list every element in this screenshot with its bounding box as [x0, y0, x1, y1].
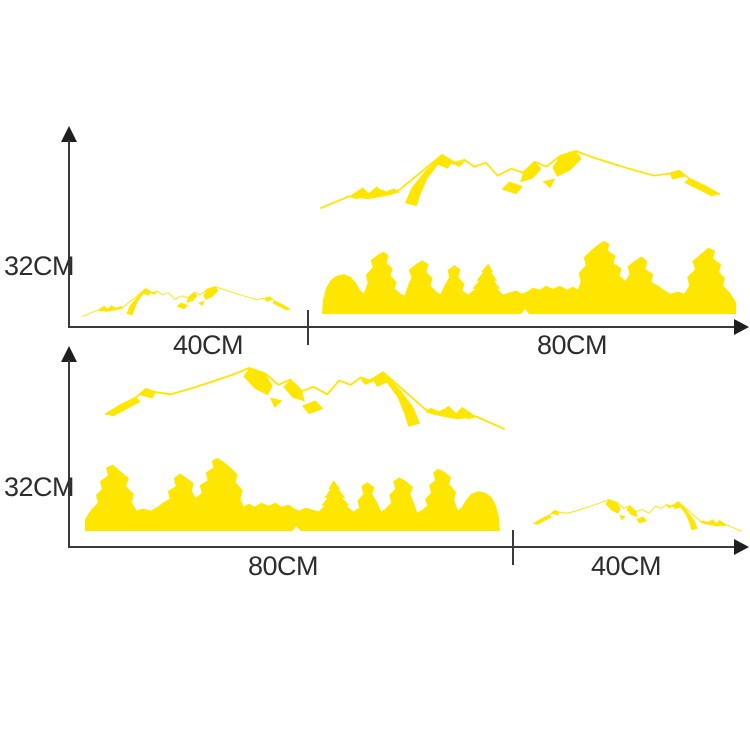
y-axis-line [68, 360, 70, 548]
width-dimension-label-small: 40CM [590, 551, 662, 581]
y-axis-line [68, 140, 70, 328]
y-axis-arrowhead-icon [61, 126, 77, 142]
height-dimension-label: 32CM [4, 472, 75, 502]
large-mountain-decal [320, 150, 730, 211]
small-mountain-decal-mirrored [528, 499, 742, 533]
x-axis-line [69, 326, 735, 328]
width-dimension-label-large: 80CM [536, 330, 608, 360]
section-divider-tick [512, 530, 514, 565]
x-axis-arrowhead-icon [734, 319, 749, 335]
x-axis-line [69, 546, 735, 548]
section-divider-tick [307, 310, 309, 345]
large-mountain-decal-mirrored [95, 367, 505, 432]
small-mountain-decal [82, 286, 296, 318]
width-dimension-label-large: 80CM [247, 551, 319, 581]
forest-treeline-decal [320, 238, 738, 316]
width-dimension-label-small: 40CM [172, 330, 244, 360]
forest-treeline-decal-mirrored [83, 455, 502, 533]
y-axis-arrowhead-icon [61, 346, 77, 362]
height-dimension-label: 32CM [4, 251, 75, 281]
x-axis-arrowhead-icon [734, 539, 749, 555]
